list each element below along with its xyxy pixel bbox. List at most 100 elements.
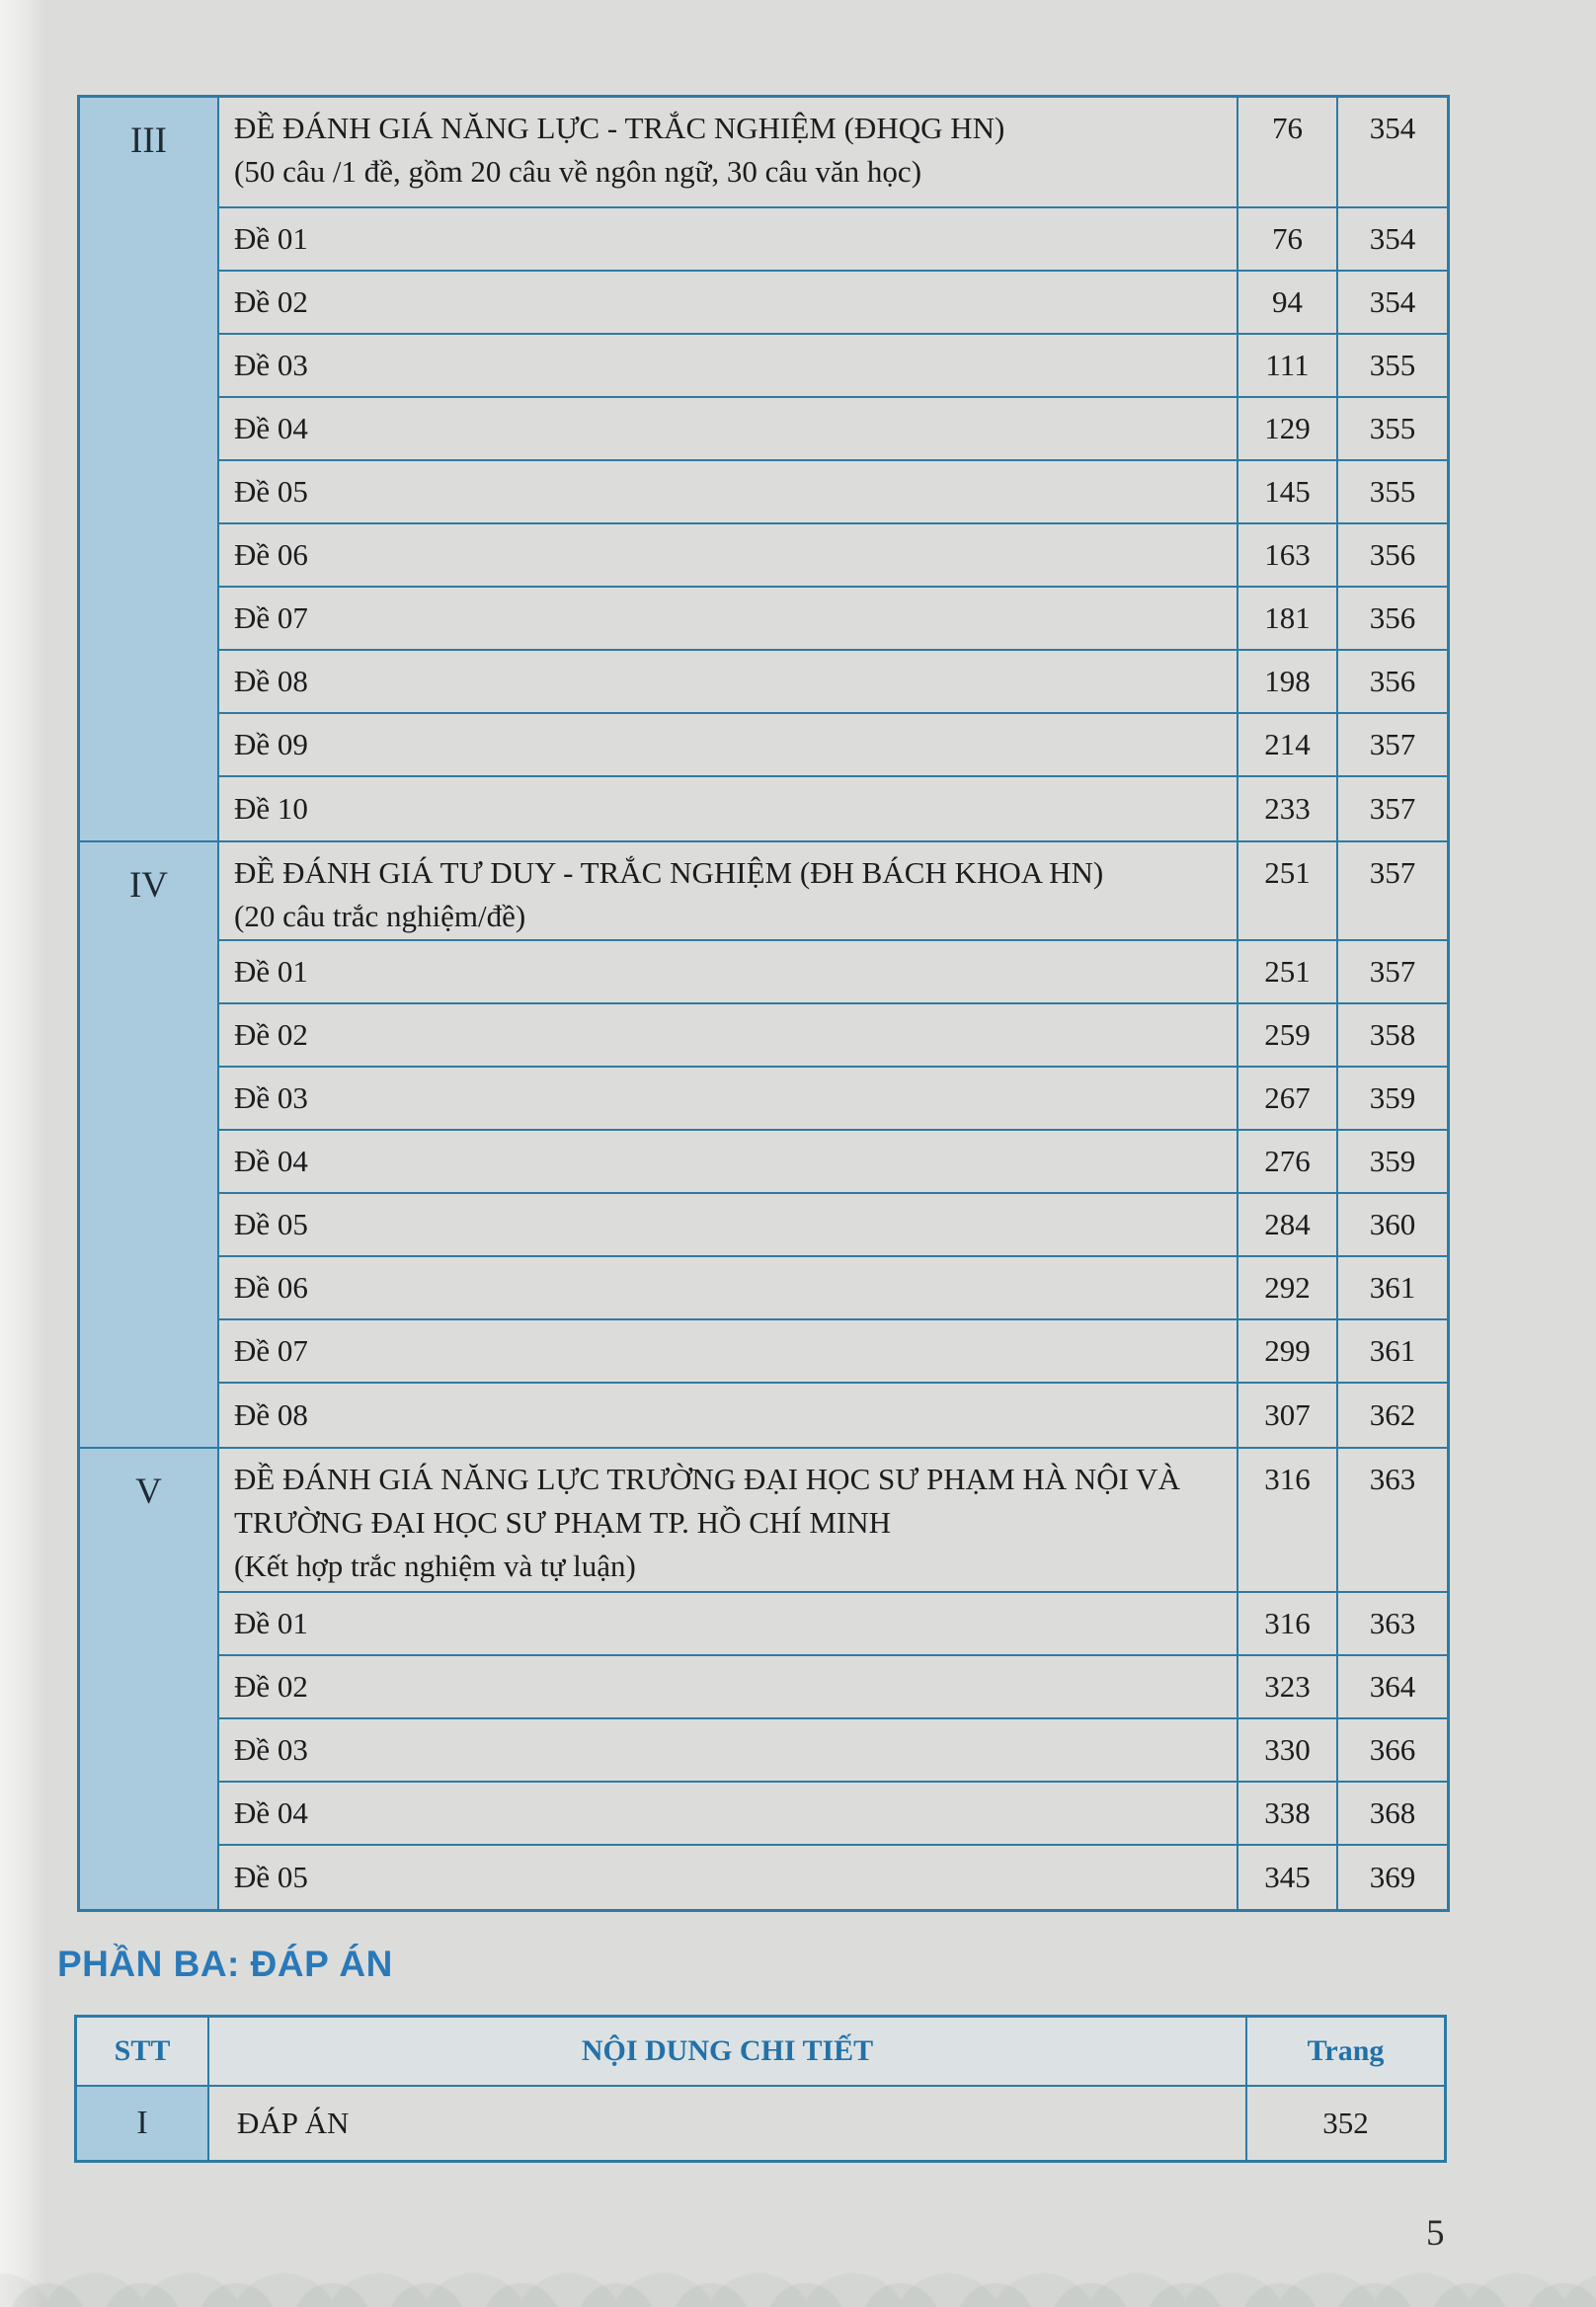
item-page-start: 145	[1237, 461, 1336, 522]
item-label: Đề 02	[234, 284, 308, 319]
item-page-answer: 355	[1336, 335, 1447, 396]
table-row: Đề 02 259 358	[219, 1004, 1447, 1068]
section-item-list: Đề 01 251 357 Đề 02 259 358 Đề 03	[219, 941, 1447, 1447]
item-page-start: 267	[1237, 1068, 1336, 1129]
item-page-answer: 359	[1336, 1131, 1447, 1192]
item-page-answer: 357	[1336, 941, 1447, 1002]
row-label: ĐÁP ÁN	[207, 2087, 1245, 2160]
section-rows: ĐỀ ĐÁNH GIÁ TƯ DUY - TRẮC NGHIỆM (ĐH BÁC…	[219, 842, 1447, 1447]
item-page-start: 163	[1237, 524, 1336, 586]
item-page-answer: 357	[1336, 714, 1447, 775]
item-page-answer: 363	[1336, 1593, 1447, 1654]
item-page-answer: 356	[1336, 524, 1447, 586]
item-label: Đề 10	[234, 791, 308, 826]
item-label: Đề 04	[234, 1795, 308, 1830]
answers-table: STT NỘI DUNG CHI TIẾT Trang I ĐÁP ÁN 352	[74, 2015, 1447, 2163]
item-page-start: 76	[1237, 208, 1336, 270]
item-page-answer: 357	[1336, 777, 1447, 840]
item-label: Đề 01	[234, 221, 308, 256]
header-page-label: Trang	[1307, 2034, 1385, 2067]
item-label: Đề 01	[234, 954, 308, 989]
table-row: Đề 06 163 356	[219, 524, 1447, 588]
part-three-heading: PHẦN BA: ĐÁP ÁN	[57, 1944, 393, 1984]
item-label: Đề 08	[234, 664, 308, 698]
section-subtitle: (20 câu trắc nghiệm/đề)	[234, 899, 526, 933]
section-rows: ĐỀ ĐÁNH GIÁ NĂNG LỰC - TRẮC NGHIỆM (ĐHQG…	[219, 98, 1447, 840]
item-page-answer: 364	[1336, 1656, 1447, 1717]
item-page-answer: 359	[1336, 1068, 1447, 1129]
table-row: Đề 04 129 355	[219, 398, 1447, 461]
item-page-answer: 368	[1336, 1783, 1447, 1844]
section-header-row: ĐỀ ĐÁNH GIÁ NĂNG LỰC - TRẮC NGHIỆM (ĐHQG…	[219, 98, 1447, 208]
section-title-cell: ĐỀ ĐÁNH GIÁ TƯ DUY - TRẮC NGHIỆM (ĐH BÁC…	[219, 842, 1237, 939]
toc-section-v: V ĐỀ ĐÁNH GIÁ NĂNG LỰC TRƯỜNG ĐẠI HỌC SƯ…	[80, 1449, 1447, 1909]
section-subtitle: (50 câu /1 đề, gồm 20 câu về ngôn ngữ, 3…	[234, 154, 922, 189]
item-page-start: 284	[1237, 1194, 1336, 1255]
toc-section-iii: III ĐỀ ĐÁNH GIÁ NĂNG LỰC - TRẮC NGHIỆM (…	[80, 98, 1447, 842]
header-page-cell: Trang	[1245, 2018, 1444, 2085]
item-page-start: 129	[1237, 398, 1336, 459]
header-content-cell: NỘI DUNG CHI TIẾT	[207, 2018, 1245, 2085]
item-page-answer: 361	[1336, 1257, 1447, 1318]
item-page-answer: 355	[1336, 398, 1447, 459]
section-page-start: 76	[1237, 98, 1336, 206]
item-page-answer: 358	[1336, 1004, 1447, 1066]
item-page-start: 94	[1237, 272, 1336, 333]
table-row: Đề 04 338 368	[219, 1783, 1447, 1846]
item-label: Đề 06	[234, 537, 308, 572]
header-content-label: NỘI DUNG CHI TIẾT	[581, 2034, 874, 2067]
header-stt-cell: STT	[77, 2018, 207, 2085]
contents-table: III ĐỀ ĐÁNH GIÁ NĂNG LỰC - TRẮC NGHIỆM (…	[77, 95, 1450, 1912]
header-stt-label: STT	[114, 2034, 171, 2067]
item-page-answer: 362	[1336, 1384, 1447, 1447]
item-page-start: 316	[1237, 1593, 1336, 1654]
guilloche-pattern	[0, 2236, 1596, 2307]
item-label: Đề 09	[234, 727, 308, 761]
table-row: Đề 10 233 357	[219, 777, 1447, 840]
table-row: Đề 03 330 366	[219, 1719, 1447, 1783]
item-page-answer: 354	[1336, 208, 1447, 270]
section-header-row: ĐỀ ĐÁNH GIÁ TƯ DUY - TRẮC NGHIỆM (ĐH BÁC…	[219, 842, 1447, 941]
section-page-answer: 363	[1336, 1449, 1447, 1591]
item-page-start: 330	[1237, 1719, 1336, 1781]
section-header-row: ĐỀ ĐÁNH GIÁ NĂNG LỰC TRƯỜNG ĐẠI HỌC SƯ P…	[219, 1449, 1447, 1593]
row-numeral: I	[77, 2087, 207, 2160]
item-page-start: 299	[1237, 1320, 1336, 1382]
item-page-start: 259	[1237, 1004, 1336, 1066]
page-edge-highlight	[0, 0, 45, 2307]
item-page-start: 251	[1237, 941, 1336, 1002]
section-subtitle: (Kết hợp trắc nghiệm và tự luận)	[234, 1549, 636, 1583]
item-page-start: 345	[1237, 1846, 1336, 1909]
item-label: Đề 04	[234, 411, 308, 445]
toc-section-iv: IV ĐỀ ĐÁNH GIÁ TƯ DUY - TRẮC NGHIỆM (ĐH …	[80, 842, 1447, 1449]
item-page-answer: 369	[1336, 1846, 1447, 1909]
section-title-cell: ĐỀ ĐÁNH GIÁ NĂNG LỰC TRƯỜNG ĐẠI HỌC SƯ P…	[219, 1449, 1237, 1591]
item-page-start: 276	[1237, 1131, 1336, 1192]
item-label: Đề 03	[234, 1080, 308, 1115]
item-label: Đề 08	[234, 1397, 308, 1432]
table-row: Đề 01 76 354	[219, 208, 1447, 272]
table-row: Đề 08 198 356	[219, 651, 1447, 714]
table-row: Đề 07 181 356	[219, 588, 1447, 651]
item-label: Đề 02	[234, 1669, 308, 1704]
section-item-list: Đề 01 316 363 Đề 02 323 364 Đề 03	[219, 1593, 1447, 1909]
item-page-start: 181	[1237, 588, 1336, 649]
section-item-list: Đề 01 76 354 Đề 02 94 354 Đề 03	[219, 208, 1447, 840]
table-row: Đề 02 323 364	[219, 1656, 1447, 1719]
section-page-start: 251	[1237, 842, 1336, 939]
item-page-start: 338	[1237, 1783, 1336, 1844]
item-label: Đề 02	[234, 1017, 308, 1052]
table-row: Đề 09 214 357	[219, 714, 1447, 777]
item-page-answer: 361	[1336, 1320, 1447, 1382]
item-page-answer: 354	[1336, 272, 1447, 333]
item-page-start: 233	[1237, 777, 1336, 840]
item-label: Đề 07	[234, 600, 308, 635]
table-row: Đề 02 94 354	[219, 272, 1447, 335]
table-row: Đề 05 284 360	[219, 1194, 1447, 1257]
item-page-start: 214	[1237, 714, 1336, 775]
answers-data-row: I ĐÁP ÁN 352	[77, 2087, 1444, 2160]
item-label: Đề 05	[234, 1860, 308, 1894]
item-label: Đề 05	[234, 1207, 308, 1241]
answers-header-row: STT NỘI DUNG CHI TIẾT Trang	[77, 2018, 1444, 2087]
